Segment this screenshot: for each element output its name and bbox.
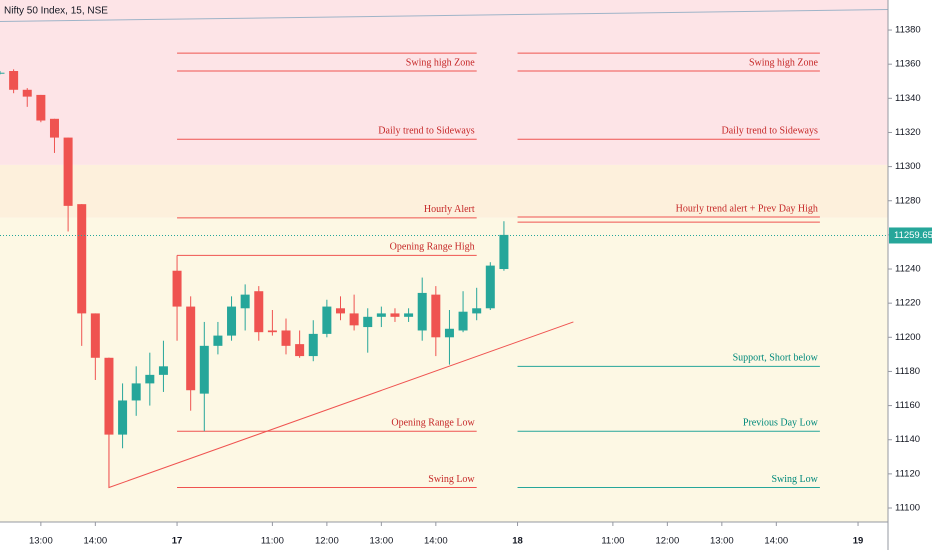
- candle-body: [458, 311, 468, 331]
- candle-body: [444, 328, 454, 338]
- y-tick-label: 11180: [895, 366, 920, 377]
- candle-body: [63, 137, 73, 206]
- zone: [0, 164, 888, 218]
- y-tick-label: 11340: [895, 93, 921, 104]
- candle-body: [308, 333, 318, 357]
- candle-body: [349, 313, 359, 326]
- y-tick-label: 11220: [895, 298, 921, 309]
- candle-body: [390, 313, 400, 317]
- x-tick-label: 11:00: [601, 536, 624, 547]
- x-tick-label: 12:00: [315, 536, 339, 547]
- level-label: Swing Low: [428, 474, 475, 485]
- candle-body: [376, 313, 386, 317]
- candle-body: [172, 270, 182, 307]
- candle-body: [267, 330, 277, 333]
- last-price-label: 11259.65: [894, 230, 932, 241]
- y-tick-label: 11160: [895, 400, 920, 411]
- x-tick-label: 19: [853, 536, 864, 547]
- candle-body: [104, 357, 114, 435]
- last-price-badge: [889, 227, 932, 244]
- x-tick-label: 17: [172, 536, 183, 547]
- y-tick-label: 11320: [895, 127, 921, 138]
- zone: [0, 217, 888, 523]
- candle-body: [9, 71, 19, 90]
- candle-body: [485, 265, 495, 309]
- y-tick-label: 11380: [895, 25, 921, 36]
- candle-body: [322, 306, 332, 334]
- plot-area: Swing high Zone Daily trend to Sideways Ho…: [0, 0, 889, 523]
- candle-body: [227, 306, 237, 336]
- candle-body: [363, 316, 373, 328]
- candle-body: [158, 366, 168, 375]
- y-tick-label: 11100: [895, 503, 920, 514]
- candle-body: [186, 306, 196, 391]
- level-label: Swing Low: [771, 474, 818, 485]
- candle-body: [431, 294, 441, 338]
- level-label: Support, Short below: [733, 353, 819, 364]
- zone: [0, 0, 888, 165]
- x-tick-label: 12:00: [655, 536, 679, 547]
- x-tick-label: 13:00: [710, 536, 734, 547]
- x-tick-label: 14:00: [83, 536, 107, 547]
- x-tick-label: 14:00: [764, 536, 788, 547]
- level-label: Daily trend to Sideways: [378, 126, 474, 137]
- x-tick-label: 14:00: [424, 536, 448, 547]
- y-tick-label: 11280: [895, 195, 921, 206]
- level-label: Swing high Zone: [406, 57, 475, 68]
- y-tick-label: 11240: [895, 264, 921, 275]
- level-label: Hourly trend alert + Prev Day High: [676, 203, 818, 214]
- x-tick-label: 18: [512, 536, 523, 547]
- y-tick-label: 11360: [895, 59, 921, 70]
- candle-body: [295, 344, 305, 357]
- candle-body: [213, 335, 223, 346]
- candle-body: [90, 313, 100, 358]
- x-tick-label: 13:00: [29, 536, 53, 547]
- candle-body: [77, 204, 87, 314]
- candle-body: [36, 94, 46, 121]
- candle-body: [22, 89, 32, 97]
- level-label: Daily trend to Sideways: [722, 126, 818, 137]
- candle-body: [131, 383, 141, 401]
- time-axis: [0, 522, 932, 550]
- x-tick-label: 11:00: [261, 536, 284, 547]
- candle-body: [254, 291, 264, 333]
- candle-body: [417, 292, 427, 331]
- chart-title: Nifty 50 Index, 15, NSE: [4, 6, 108, 17]
- y-tick-label: 11140: [895, 434, 920, 445]
- candle-body: [49, 118, 59, 138]
- y-tick-label: 11200: [895, 332, 921, 343]
- candle-body: [199, 345, 209, 394]
- y-tick-label: 11120: [895, 468, 920, 479]
- candle-body: [499, 234, 509, 270]
- trendline: [0, 9, 889, 23]
- level-label: Hourly Alert: [424, 204, 475, 215]
- level-label: Opening Range High: [390, 242, 475, 253]
- candle-body: [472, 308, 482, 314]
- candle-body: [118, 400, 128, 435]
- candle-body: [0, 72, 5, 74]
- candle-body: [404, 313, 414, 317]
- level-label: Opening Range Low: [391, 417, 475, 428]
- candle-body: [335, 308, 345, 314]
- candle-body: [281, 330, 291, 346]
- level-label: Swing high Zone: [749, 57, 818, 68]
- y-tick-label: 11300: [895, 161, 921, 172]
- price-axis: [888, 0, 932, 550]
- level-label: Previous Day Low: [743, 417, 819, 428]
- x-tick-label: 13:00: [369, 536, 393, 547]
- candle-body: [240, 294, 250, 309]
- candle-body: [145, 374, 155, 384]
